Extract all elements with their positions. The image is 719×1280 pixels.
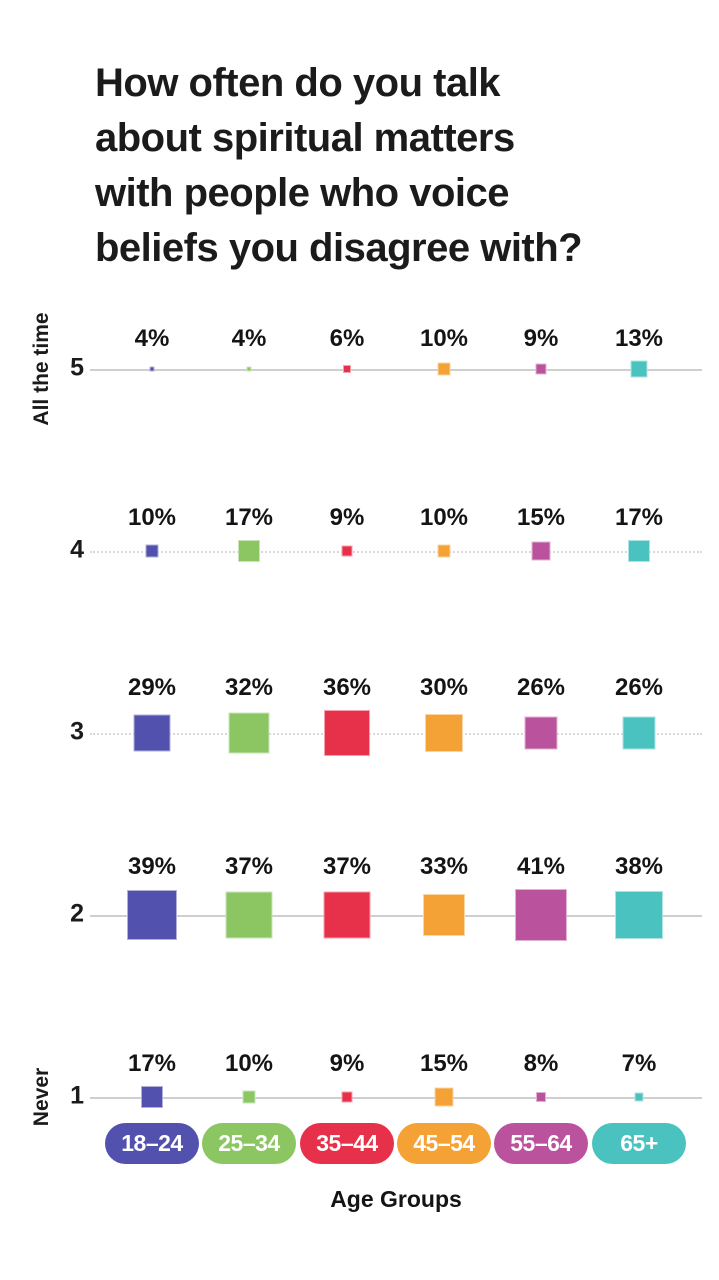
data-label-25–34-y3: 32% xyxy=(224,674,274,702)
gridline-row-2 xyxy=(90,915,702,917)
data-label-18–24-y4: 10% xyxy=(127,504,177,532)
data-label-25–34-y5: 4% xyxy=(231,324,267,352)
data-label-55–64-y4: 15% xyxy=(516,504,566,532)
data-square-35–44-y2 xyxy=(323,891,371,939)
data-square-65+-y1 xyxy=(634,1092,644,1102)
data-label-55–64-y2: 41% xyxy=(516,852,566,880)
data-label-45–54-y4: 10% xyxy=(419,504,469,532)
data-square-35–44-y3 xyxy=(324,710,370,756)
legend-pill-label: 35–44 xyxy=(316,1130,378,1156)
data-square-65+-y5 xyxy=(630,360,648,378)
data-square-35–44-y1 xyxy=(341,1091,353,1103)
chart-title-line: How often do you talk xyxy=(95,61,501,105)
gridline-row-1 xyxy=(90,1097,702,1099)
legend-pill-18–24: 18–24 xyxy=(105,1123,199,1164)
legend-pill-45–54: 45–54 xyxy=(397,1123,491,1164)
y-axis-annotation-1: Never xyxy=(30,1067,53,1127)
data-square-55–64-y4 xyxy=(531,541,551,561)
y-tick-label-5: 5 xyxy=(70,353,84,382)
data-square-18–24-y4 xyxy=(145,544,159,558)
y-tick-label-3: 3 xyxy=(70,717,84,746)
data-square-18–24-y3 xyxy=(133,714,171,752)
chart-title: How often do you talk about spiritual mat… xyxy=(95,56,670,276)
data-label-55–64-y5: 9% xyxy=(523,324,559,352)
y-tick-label-2: 2 xyxy=(70,899,84,928)
data-square-18–24-y2 xyxy=(127,890,177,940)
data-label-45–54-y1: 15% xyxy=(419,1050,469,1078)
data-square-45–54-y4 xyxy=(437,544,451,558)
data-label-18–24-y3: 29% xyxy=(127,674,177,702)
legend-pill-label: 18–24 xyxy=(121,1130,183,1156)
gridline-row-3 xyxy=(90,733,702,735)
legend-pill-65+: 65+ xyxy=(592,1123,686,1164)
data-label-35–44-y4: 9% xyxy=(329,504,365,532)
data-label-65+-y1: 7% xyxy=(621,1050,657,1078)
data-square-35–44-y5 xyxy=(343,365,351,373)
data-square-35–44-y4 xyxy=(341,545,353,557)
data-label-18–24-y5: 4% xyxy=(134,324,170,352)
chart-title-line: beliefs you disagree with? xyxy=(95,226,583,270)
data-square-45–54-y5 xyxy=(437,362,451,376)
data-label-35–44-y5: 6% xyxy=(329,324,365,352)
data-square-55–64-y3 xyxy=(524,716,558,750)
data-label-45–54-y3: 30% xyxy=(419,674,469,702)
data-label-35–44-y3: 36% xyxy=(322,674,372,702)
data-label-55–64-y3: 26% xyxy=(516,674,566,702)
data-square-25–34-y1 xyxy=(242,1090,256,1104)
data-label-45–54-y5: 10% xyxy=(419,324,469,352)
y-tick-label-4: 4 xyxy=(70,535,84,564)
legend-pill-label: 65+ xyxy=(620,1130,658,1156)
data-square-25–34-y4 xyxy=(238,540,260,562)
legend-pill-25–34: 25–34 xyxy=(202,1123,296,1164)
gridline-row-4 xyxy=(90,551,702,553)
legend-pill-label: 45–54 xyxy=(413,1130,475,1156)
legend-pill-label: 25–34 xyxy=(218,1130,280,1156)
x-axis-title: Age Groups xyxy=(330,1186,462,1212)
gridline-row-5 xyxy=(90,369,702,371)
data-square-55–64-y2 xyxy=(515,889,567,941)
data-square-25–34-y3 xyxy=(228,712,270,754)
data-label-18–24-y2: 39% xyxy=(127,852,177,880)
data-square-65+-y2 xyxy=(615,891,663,939)
data-label-55–64-y1: 8% xyxy=(523,1050,559,1078)
data-label-18–24-y1: 17% xyxy=(127,1050,177,1078)
data-square-18–24-y5 xyxy=(149,366,155,372)
y-axis-annotation-5: All the time xyxy=(30,312,53,426)
data-square-65+-y3 xyxy=(622,716,656,750)
data-label-25–34-y4: 17% xyxy=(224,504,274,532)
data-label-45–54-y2: 33% xyxy=(419,852,469,880)
data-square-55–64-y1 xyxy=(536,1092,546,1102)
data-square-45–54-y1 xyxy=(434,1087,454,1107)
legend-pill-35–44: 35–44 xyxy=(300,1123,394,1164)
y-tick-label-1: 1 xyxy=(70,1081,84,1110)
legend-pill-55–64: 55–64 xyxy=(494,1123,588,1164)
data-square-18–24-y1 xyxy=(141,1086,163,1108)
data-square-25–34-y5 xyxy=(246,366,252,372)
data-label-65+-y3: 26% xyxy=(614,674,664,702)
chart-title-line: about spiritual matters xyxy=(95,116,515,160)
data-label-25–34-y2: 37% xyxy=(224,852,274,880)
data-square-25–34-y2 xyxy=(225,891,273,939)
data-label-65+-y4: 17% xyxy=(614,504,664,532)
data-square-55–64-y5 xyxy=(535,363,547,375)
data-square-45–54-y2 xyxy=(423,894,465,936)
data-label-25–34-y1: 10% xyxy=(224,1050,274,1078)
data-label-65+-y2: 38% xyxy=(614,852,664,880)
data-square-65+-y4 xyxy=(628,540,650,562)
data-square-45–54-y3 xyxy=(425,714,463,752)
data-label-65+-y5: 13% xyxy=(614,324,664,352)
data-label-35–44-y1: 9% xyxy=(329,1050,365,1078)
data-label-35–44-y2: 37% xyxy=(322,852,372,880)
chart-title-line: with people who voice xyxy=(95,171,510,215)
legend-pill-label: 55–64 xyxy=(510,1130,572,1156)
